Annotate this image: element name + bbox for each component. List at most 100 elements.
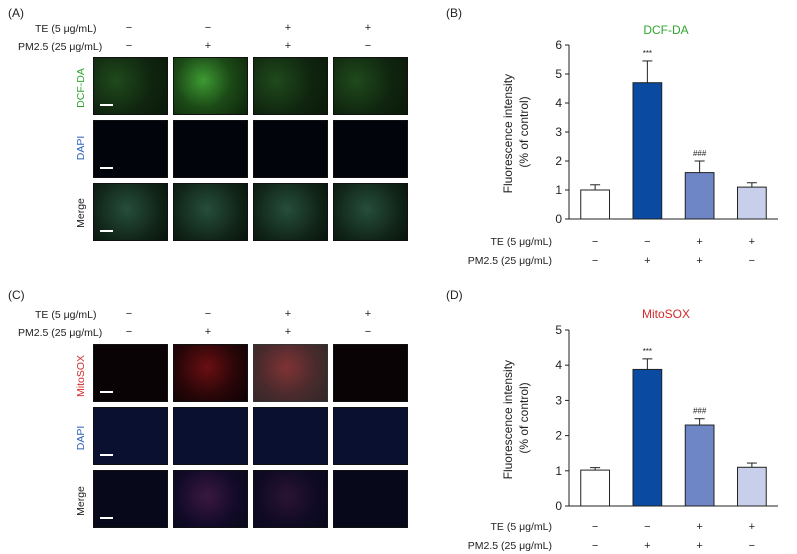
chart-title: MitoSOX <box>642 307 690 321</box>
te-sign: + <box>696 236 702 248</box>
y-tick-label: 0 <box>555 212 562 226</box>
panel-label-a: (A) <box>8 6 24 20</box>
micrograph-dapi-2 <box>173 120 248 178</box>
te-sign-bottom-2: − <box>204 308 212 320</box>
te-sign: − <box>592 521 598 533</box>
te-sign: + <box>749 236 755 248</box>
bar <box>737 186 767 220</box>
y-axis-label-line-1: Fluorescence intensity <box>501 74 515 193</box>
micrograph-merge-4 <box>333 183 408 241</box>
y-tick-label: 1 <box>555 464 562 478</box>
pm-sign-bottom-2: + <box>204 326 212 338</box>
bar <box>684 424 715 507</box>
micrograph-merge-b1 <box>93 470 168 528</box>
row-label-mitosox: MitoSOX <box>75 355 87 398</box>
micrograph-dcf-1 <box>93 57 168 115</box>
bar <box>580 189 610 220</box>
micrograph-dapi-4 <box>333 120 408 178</box>
te-sign: − <box>592 236 598 248</box>
te-sign: + <box>749 521 755 533</box>
y-tick-label: 5 <box>555 323 562 337</box>
pm-condition-label: PM2.5 (25 μg/mL) <box>468 540 552 552</box>
pm-sign-bottom-4: − <box>364 326 372 338</box>
chart-mitosox: MitoSOX Fluorescence intensity (% of con… <box>468 307 778 552</box>
pm-sign: − <box>592 540 598 552</box>
chart-title: DCF-DA <box>643 23 688 37</box>
pm-condition-label-bottom: PM2.5 (25 μg/mL) <box>18 327 103 339</box>
y-tick-label: 5 <box>555 67 562 81</box>
te-sign: − <box>644 236 650 248</box>
significance-label: ### <box>693 149 707 158</box>
row-label-dapi-bottom: DAPI <box>75 425 87 451</box>
pm-sign-top-2: + <box>204 40 212 52</box>
micrograph-dcf-3 <box>253 57 328 115</box>
micrograph-dapi-b3 <box>253 407 328 465</box>
te-sign: − <box>644 521 650 533</box>
y-tick-label: 4 <box>555 96 562 110</box>
micrograph-merge-b4 <box>333 470 408 528</box>
y-tick-label: 2 <box>555 154 562 168</box>
row-label-merge-bottom: Merge <box>75 486 87 516</box>
chart-dcf-da: DCF-DA Fluorescence intensity (% of cont… <box>468 23 778 267</box>
te-condition-label-top: TE (5 μg/mL) <box>35 23 97 35</box>
row-label-merge-top: Merge <box>75 198 87 228</box>
pm-sign: − <box>592 255 598 267</box>
y-axis-label-line-2: (% of control) <box>517 96 531 167</box>
significance-label: *** <box>643 49 652 58</box>
pm-sign: + <box>644 540 650 552</box>
pm-sign-top-4: − <box>364 40 372 52</box>
bar <box>580 469 610 507</box>
panel-label-b: (B) <box>446 6 462 20</box>
pm-sign-top-1: − <box>125 40 133 52</box>
bar <box>632 368 663 507</box>
pm-sign-bottom-1: − <box>125 326 133 338</box>
y-tick-label: 0 <box>555 499 562 513</box>
micrograph-dcf-4 <box>333 57 408 115</box>
pm-sign: + <box>696 540 702 552</box>
y-tick-label: 3 <box>555 393 562 407</box>
significance-label: ### <box>693 407 707 416</box>
row-label-dcf: DCF-DA <box>75 68 87 108</box>
te-sign-bottom-1: − <box>125 308 133 320</box>
te-sign-bottom-3: + <box>284 308 292 320</box>
panel-label-c: (C) <box>8 288 25 302</box>
te-sign-top-4: + <box>364 22 372 34</box>
micrograph-dapi-1 <box>93 120 168 178</box>
y-tick-label: 6 <box>555 38 562 52</box>
pm-sign: + <box>644 255 650 267</box>
y-tick-label: 3 <box>555 125 562 139</box>
y-axis-label: Fluorescence intensity (% of control) <box>501 357 531 480</box>
pm-sign-bottom-3: + <box>284 326 292 338</box>
te-sign-top-3: + <box>284 22 292 34</box>
significance-label: *** <box>643 347 652 356</box>
pm-sign: − <box>749 540 755 552</box>
te-sign-top-2: − <box>204 22 212 34</box>
micrograph-dapi-b2 <box>173 407 248 465</box>
micrograph-dapi-b4 <box>333 407 408 465</box>
pm-condition-label-top: PM2.5 (25 μg/mL) <box>18 41 103 53</box>
micrograph-mito-4 <box>333 344 408 402</box>
micrograph-dapi-3 <box>253 120 328 178</box>
bar <box>632 82 663 220</box>
micrograph-merge-1 <box>93 183 168 241</box>
pm-sign-top-3: + <box>284 40 292 52</box>
micrograph-dcf-2 <box>173 57 248 115</box>
micrograph-mito-2 <box>173 344 248 402</box>
bar <box>737 466 767 507</box>
y-tick-label: 2 <box>555 429 562 443</box>
bar <box>684 172 715 220</box>
y-axis-label-line-2: (% of control) <box>517 382 531 453</box>
micrograph-dapi-b1 <box>93 407 168 465</box>
te-condition-label: TE (5 μg/mL) <box>491 521 552 533</box>
micrograph-mito-3 <box>253 344 328 402</box>
y-tick-label: 4 <box>555 358 562 372</box>
row-label-dapi-top: DAPI <box>75 135 87 161</box>
pm-condition-label: PM2.5 (25 μg/mL) <box>468 255 552 267</box>
y-axis-label: Fluorescence intensity (% of control) <box>501 71 531 194</box>
micrograph-merge-b2 <box>173 470 248 528</box>
panel-label-d: (D) <box>446 288 463 302</box>
y-tick-label: 1 <box>555 183 562 197</box>
te-condition-label: TE (5 μg/mL) <box>491 236 552 248</box>
micrograph-merge-2 <box>173 183 248 241</box>
y-axis-label-line-1: Fluorescence intensity <box>501 360 515 479</box>
